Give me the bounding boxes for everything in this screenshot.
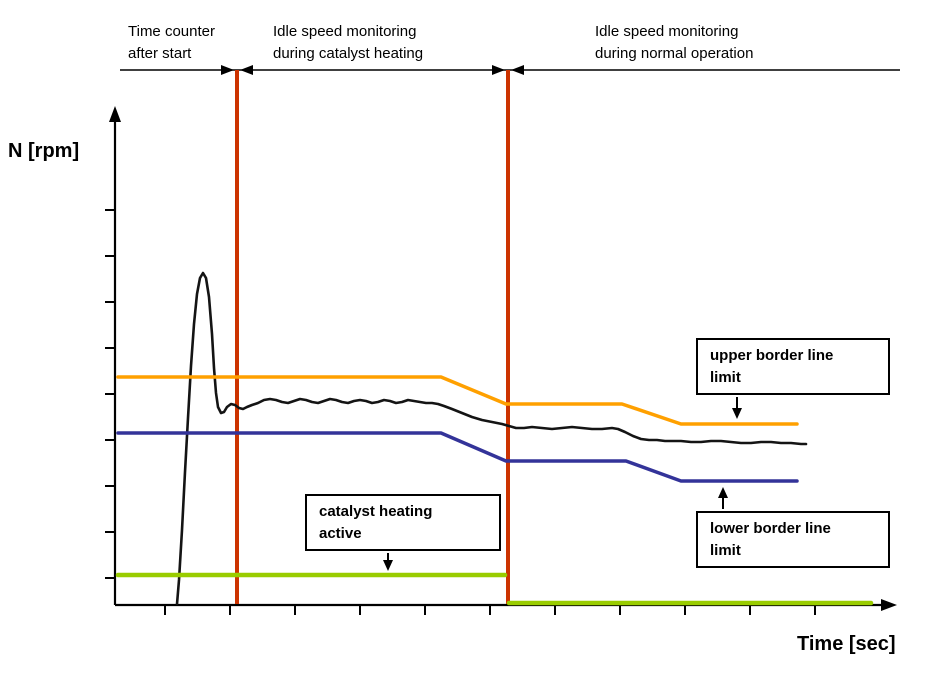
phase-label-time-counter: Time counter after start	[128, 21, 215, 65]
phase-label-line1: Idle speed monitoring	[595, 23, 739, 40]
x-axis-arrow-icon	[881, 599, 897, 611]
upper-border-limit-label: upper border line limit	[710, 347, 834, 386]
series-upper-border-line-limit	[116, 375, 799, 426]
annotation-arrow-icon	[732, 408, 742, 419]
lower-border-limit-label: lower border line limit	[710, 520, 831, 559]
catalyst-heating-active-box: catalyst heating active	[305, 494, 501, 551]
x-axis-label: Time [sec]	[797, 633, 896, 655]
phase-ruler-arrow-icon	[511, 65, 524, 75]
annotation-arrow-icon	[718, 487, 728, 498]
phase-label-line2: during catalyst heating	[273, 45, 424, 62]
phase-ruler-arrow-icon	[221, 65, 234, 75]
phase-label-catalyst-heating: Idle speed monitoring during catalyst he…	[273, 21, 423, 65]
series-lower-border-line-limit	[116, 431, 799, 483]
annotation-arrow-icon	[383, 560, 393, 571]
phase-ruler-arrow-icon	[240, 65, 253, 75]
phase-label-normal-operation: Idle speed monitoring during normal oper…	[595, 21, 753, 65]
catalyst-heating-active-label: catalyst heating active	[319, 503, 433, 542]
phase-ruler-arrow-icon	[492, 65, 505, 75]
series-engine-speed	[175, 271, 808, 606]
phase-label-line1: Idle speed monitoring	[273, 23, 417, 40]
upper-border-limit-box: upper border line limit	[696, 338, 890, 395]
phase-label-line2: during normal operation	[595, 45, 754, 62]
phase-label-line1: Time counter	[128, 23, 215, 40]
y-axis-label: N [rpm]	[8, 140, 80, 162]
y-axis-arrow-icon	[109, 106, 121, 122]
lower-border-limit-box: lower border line limit	[696, 511, 890, 568]
phase-label-line2: after start	[128, 45, 192, 62]
